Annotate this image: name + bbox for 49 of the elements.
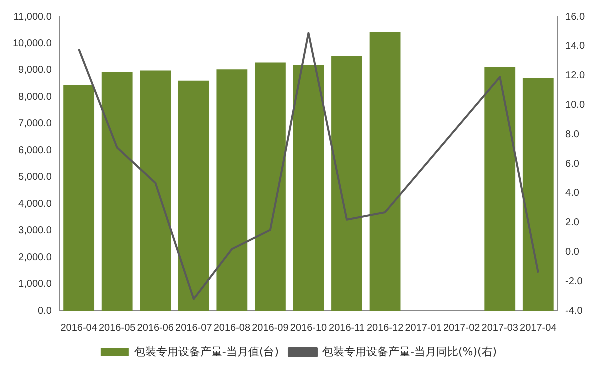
x-tick-label: 2016-07 bbox=[176, 322, 213, 334]
y-tick-label: 4,000.0 bbox=[18, 198, 52, 210]
x-tick-label: 2017-01 bbox=[405, 322, 442, 334]
y2-tick-label: 10.0 bbox=[566, 100, 586, 111]
y-tick-label: 8,000.0 bbox=[18, 92, 52, 103]
y-tick-label: 0.0 bbox=[38, 306, 52, 317]
x-tick-label: 2016-08 bbox=[214, 322, 251, 334]
bar bbox=[178, 80, 210, 311]
x-tick-label: 2016-06 bbox=[137, 322, 174, 334]
y-tick-label: 6,000.0 bbox=[18, 145, 52, 156]
x-tick-label: 2016-10 bbox=[290, 322, 328, 334]
y-tick-label: 1,000.0 bbox=[18, 279, 52, 290]
y-tick-label: 9,000.0 bbox=[18, 65, 52, 76]
y-tick-label: 10,000.0 bbox=[12, 38, 52, 50]
y2-tick-label: -4.0 bbox=[566, 306, 584, 317]
bar bbox=[64, 85, 95, 311]
legend-label: 包装专用设备产量-当月值(台) bbox=[134, 345, 279, 358]
bar bbox=[522, 78, 554, 311]
y2-tick-label: -2.0 bbox=[566, 276, 584, 288]
bar bbox=[332, 56, 362, 311]
bar bbox=[216, 70, 248, 311]
y2-tick-label: 12.0 bbox=[566, 70, 586, 82]
y2-tick-label: 16.0 bbox=[566, 12, 586, 23]
y2-tick-label: 4.0 bbox=[566, 188, 580, 200]
bar bbox=[102, 72, 133, 311]
y-tick-label: 3,000.0 bbox=[18, 226, 52, 237]
x-tick-label: 2016-09 bbox=[252, 322, 290, 334]
x-tick-label: 2017-02 bbox=[443, 322, 481, 334]
bar bbox=[484, 66, 516, 311]
x-tick-label: 2016-05 bbox=[98, 322, 136, 334]
y-tick-label: 11,000.0 bbox=[14, 12, 52, 23]
y2-tick-label: 6.0 bbox=[566, 158, 580, 170]
y2-tick-label: 14.0 bbox=[566, 41, 586, 52]
y-tick-label: 5,000.0 bbox=[18, 172, 52, 184]
y2-tick-label: 2.0 bbox=[566, 218, 580, 229]
bar bbox=[370, 32, 401, 311]
x-tick-label: 2017-04 bbox=[520, 322, 558, 334]
bar bbox=[140, 70, 172, 311]
bar bbox=[293, 65, 324, 311]
y-tick-label: 7,000.0 bbox=[18, 118, 52, 130]
y-tick-label: 2,000.0 bbox=[18, 252, 52, 264]
legend-label: 包装专用设备产量-当月同比(%)(右) bbox=[322, 345, 498, 358]
x-tick-label: 2016-11 bbox=[329, 322, 366, 334]
x-tick-label: 2016-04 bbox=[60, 322, 98, 334]
y2-tick-label: 8.0 bbox=[566, 129, 580, 140]
x-tick-label: 2017-03 bbox=[482, 322, 519, 334]
x-tick-label: 2016-12 bbox=[366, 322, 404, 334]
y2-tick-label: 0.0 bbox=[566, 246, 580, 258]
bar bbox=[255, 62, 286, 311]
